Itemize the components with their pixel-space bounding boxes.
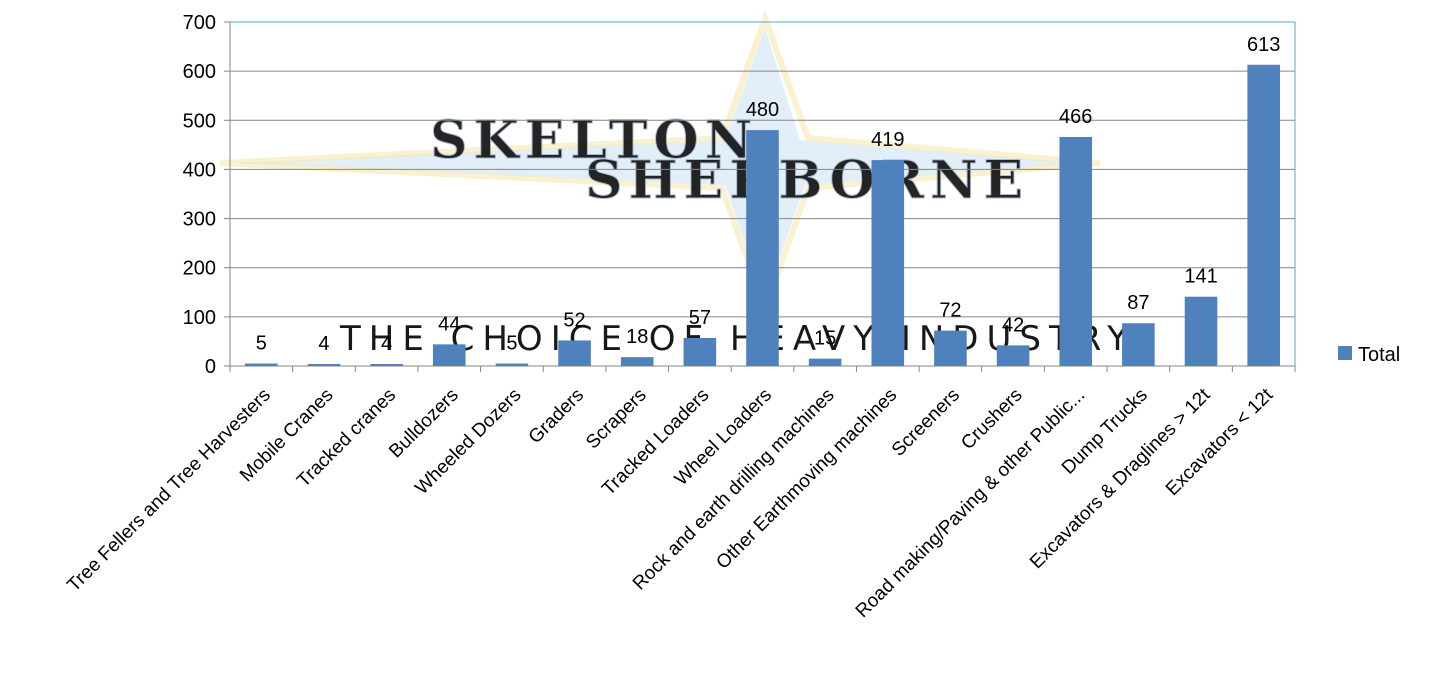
data-label: 72 bbox=[939, 300, 961, 322]
bar bbox=[871, 160, 905, 366]
bar bbox=[432, 344, 466, 366]
data-label: 4 bbox=[318, 333, 329, 355]
watermark-star-shape bbox=[232, 28, 1080, 300]
y-tick-label: 600 bbox=[183, 61, 216, 83]
category-label: Road making/Paving & other Public... bbox=[852, 385, 1089, 622]
data-label: 5 bbox=[506, 333, 517, 355]
data-label: 42 bbox=[1002, 314, 1024, 336]
y-tick-label: 100 bbox=[183, 307, 216, 329]
data-label: 466 bbox=[1059, 106, 1092, 128]
bar bbox=[1059, 136, 1093, 366]
bar bbox=[495, 363, 529, 366]
category-label: Excavators < 12t bbox=[1162, 384, 1278, 500]
bar bbox=[307, 364, 341, 366]
category-label: Tree Fellers and Tree Harvesters bbox=[63, 385, 274, 596]
y-tick-label: 200 bbox=[183, 258, 216, 280]
y-tick-label: 500 bbox=[183, 110, 216, 132]
category-label: Graders bbox=[525, 385, 588, 448]
y-tick-label: 0 bbox=[205, 356, 216, 378]
bar bbox=[620, 357, 654, 366]
data-label: 480 bbox=[746, 99, 779, 121]
bar bbox=[746, 130, 779, 366]
bar bbox=[934, 330, 967, 366]
category-label: Wheeled Dozers bbox=[411, 385, 525, 499]
category-label: Tracked Loaders bbox=[598, 385, 713, 500]
data-label: 613 bbox=[1247, 34, 1280, 56]
bar bbox=[558, 340, 591, 366]
data-label: 18 bbox=[626, 326, 648, 348]
data-label: 15 bbox=[814, 328, 836, 350]
data-label: 52 bbox=[563, 309, 585, 331]
data-label: 4 bbox=[381, 333, 392, 355]
y-tick-label: 300 bbox=[183, 209, 216, 231]
legend-label: Total bbox=[1358, 344, 1400, 366]
bar bbox=[245, 363, 278, 366]
legend: Total bbox=[1338, 344, 1400, 366]
bar bbox=[1247, 64, 1280, 367]
data-label: 419 bbox=[871, 129, 904, 151]
y-tick-label: 400 bbox=[183, 159, 216, 181]
data-label: 57 bbox=[689, 307, 711, 329]
category-label: Screeners bbox=[888, 385, 964, 461]
bar bbox=[1122, 323, 1155, 366]
bar bbox=[1184, 296, 1218, 366]
watermark-tagline: THE CHOICE OF HEAVY INDUSTRY bbox=[339, 319, 1136, 359]
bar bbox=[370, 364, 403, 366]
watermark-logo: SKELTON SHERBORNE THE CHOICE OF HEAVY IN… bbox=[219, 9, 1136, 359]
legend-swatch bbox=[1338, 346, 1352, 360]
bar bbox=[996, 345, 1030, 366]
y-tick-label: 700 bbox=[183, 12, 216, 34]
bars bbox=[245, 64, 1280, 367]
bar bbox=[683, 337, 717, 366]
data-label: 87 bbox=[1127, 292, 1149, 314]
data-label: 44 bbox=[438, 313, 460, 335]
watermark-line2: SHERBORNE bbox=[585, 150, 1029, 211]
data-label: 141 bbox=[1184, 266, 1217, 288]
data-label: 5 bbox=[256, 333, 267, 355]
bar bbox=[808, 358, 842, 366]
